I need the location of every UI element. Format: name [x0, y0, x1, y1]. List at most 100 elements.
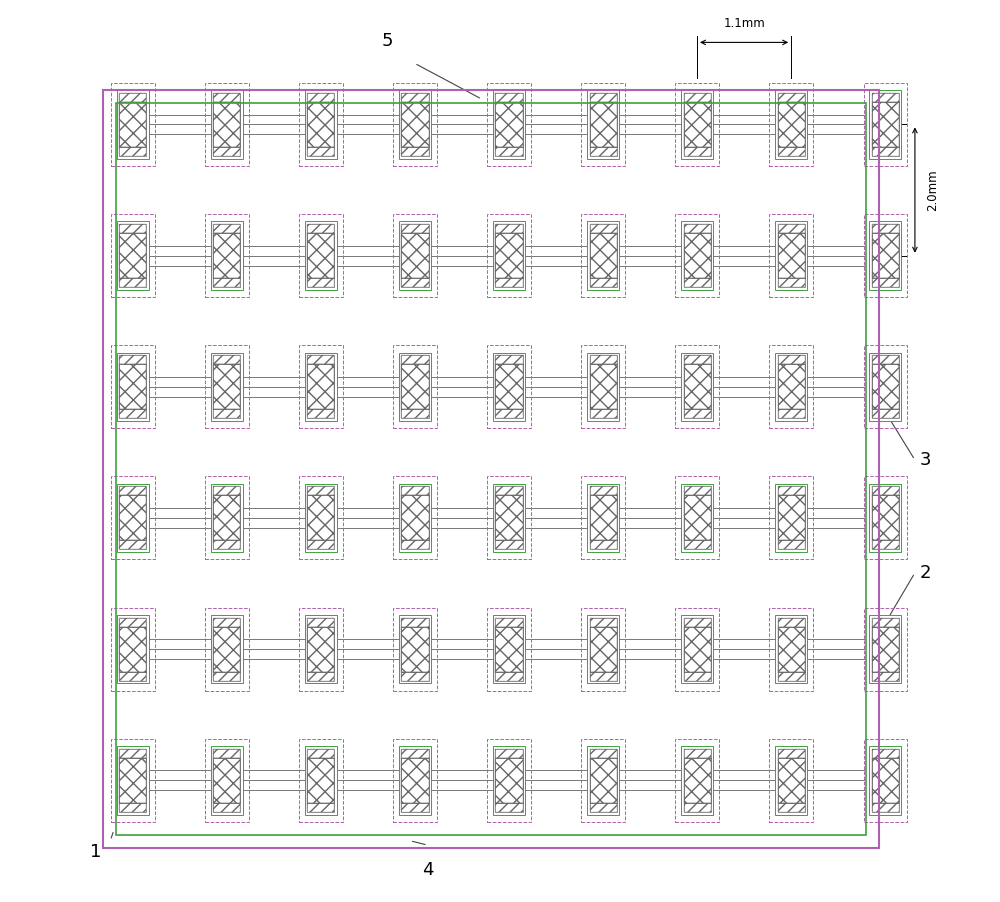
Bar	[684, 672, 711, 681]
Bar	[401, 486, 429, 495]
Bar	[590, 486, 617, 495]
Bar	[401, 364, 429, 410]
Bar	[778, 93, 805, 102]
Bar	[307, 495, 334, 540]
Bar	[307, 618, 334, 627]
Bar	[307, 355, 334, 364]
Bar	[590, 618, 617, 627]
Bar	[675, 345, 719, 428]
Bar	[872, 486, 899, 495]
Bar	[872, 672, 899, 681]
Bar	[307, 410, 334, 419]
Bar	[307, 233, 334, 278]
Bar	[307, 758, 334, 803]
Bar	[307, 102, 334, 147]
Bar	[778, 410, 805, 419]
Bar	[116, 103, 866, 835]
Text: 1: 1	[90, 843, 102, 861]
Bar	[681, 746, 713, 815]
Bar	[119, 364, 146, 410]
Bar	[213, 618, 240, 627]
Bar	[684, 803, 711, 812]
Bar	[119, 540, 146, 549]
Bar	[590, 495, 617, 540]
Bar	[778, 627, 805, 672]
Bar	[111, 739, 155, 822]
Bar	[495, 233, 523, 278]
Bar	[307, 758, 334, 803]
Bar	[493, 615, 525, 684]
Bar	[778, 495, 805, 540]
Bar	[684, 486, 711, 495]
Bar	[590, 495, 617, 540]
Bar	[213, 672, 240, 681]
Bar	[213, 618, 240, 627]
Bar	[119, 672, 146, 681]
Bar	[778, 540, 805, 549]
Bar	[872, 627, 899, 672]
Bar	[581, 739, 625, 822]
Bar	[872, 233, 899, 278]
Bar	[119, 102, 146, 147]
Bar	[119, 672, 146, 681]
Bar	[778, 364, 805, 410]
Bar	[590, 102, 617, 147]
Bar	[213, 749, 240, 758]
Bar	[211, 221, 243, 290]
Bar	[581, 608, 625, 691]
Bar	[393, 214, 437, 297]
Bar	[111, 345, 155, 428]
Bar	[675, 83, 719, 166]
Bar	[495, 672, 523, 681]
Bar	[587, 90, 619, 159]
Bar	[213, 540, 240, 549]
Bar	[872, 618, 899, 627]
Bar	[401, 495, 429, 540]
Bar	[872, 364, 899, 410]
Bar	[495, 540, 523, 549]
Bar	[213, 540, 240, 549]
Bar	[399, 483, 431, 552]
Bar	[684, 102, 711, 147]
Bar	[495, 147, 523, 156]
Text: 4: 4	[422, 861, 434, 879]
Bar	[675, 608, 719, 691]
Bar	[495, 618, 523, 627]
Bar	[590, 233, 617, 278]
Text: 5: 5	[382, 32, 393, 50]
Bar	[684, 627, 711, 672]
Bar	[401, 278, 429, 287]
Bar	[495, 627, 523, 672]
Bar	[872, 355, 899, 364]
Bar	[769, 214, 813, 297]
Bar	[778, 749, 805, 758]
Bar	[117, 353, 149, 421]
Bar	[401, 749, 429, 758]
Bar	[684, 278, 711, 287]
Text: 1.1mm: 1.1mm	[723, 17, 765, 30]
Bar	[213, 364, 240, 410]
Bar	[684, 102, 711, 147]
Bar	[581, 83, 625, 166]
Bar	[213, 803, 240, 812]
Bar	[119, 410, 146, 419]
Bar	[495, 278, 523, 287]
Bar	[587, 221, 619, 290]
Bar	[119, 410, 146, 419]
Bar	[119, 355, 146, 364]
Bar	[684, 410, 711, 419]
Bar	[872, 93, 899, 102]
Bar	[213, 93, 240, 102]
Bar	[684, 355, 711, 364]
Bar	[307, 147, 334, 156]
Bar	[775, 353, 807, 421]
Bar	[778, 147, 805, 156]
Bar	[495, 102, 523, 147]
Bar	[495, 355, 523, 364]
Bar	[401, 410, 429, 419]
Bar	[103, 90, 879, 848]
Bar	[119, 364, 146, 410]
Bar	[487, 83, 531, 166]
Bar	[775, 483, 807, 552]
Bar	[872, 758, 899, 803]
